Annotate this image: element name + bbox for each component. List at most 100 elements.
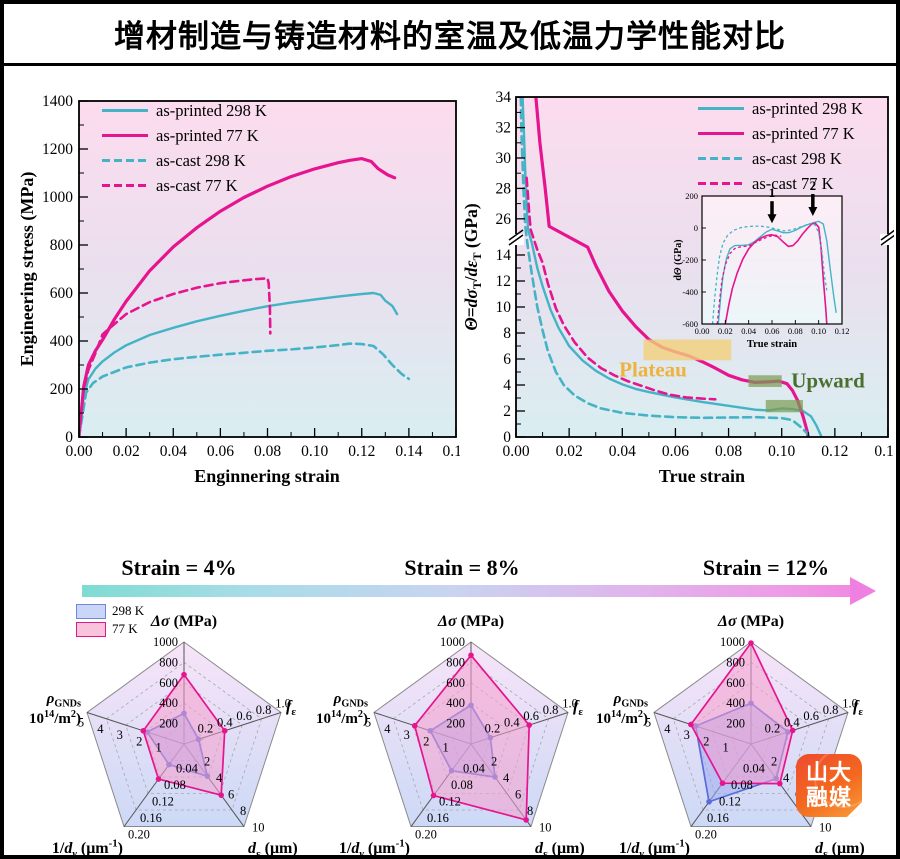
strain-hardening-chart: 0.000.020.040.060.080.100.120.1402468101… [464,89,895,486]
svg-text:2: 2 [503,403,511,420]
svg-text:0.02: 0.02 [718,326,733,336]
svg-text:ρGNDs: ρGNDs [46,691,81,710]
svg-text:800: 800 [50,237,74,254]
svg-text:1: 1 [722,741,728,755]
svg-text:6: 6 [515,788,521,802]
svg-text:400: 400 [446,696,465,710]
svg-text:1/dγ (μm-1): 1/dγ (μm-1) [619,838,690,859]
svg-text:8: 8 [503,325,511,342]
svg-text:1/dγ (μm-1): 1/dγ (μm-1) [52,838,123,859]
svg-text:-600: -600 [682,319,698,329]
svg-text:fε: fε [573,698,583,718]
svg-text:0.02: 0.02 [556,443,583,460]
engineering-stress-chart: 0.00 0.02 0.04 0.06 0.08 0.10 0.12 0.14 0.16 0 200… [17,93,460,486]
svg-text:600: 600 [726,676,745,690]
svg-text:3: 3 [684,728,690,742]
svg-text:True strain: True strain [747,339,797,350]
svg-text:600: 600 [159,676,178,690]
strain-gradient-arrowhead-icon [850,577,876,605]
svg-text:0.20: 0.20 [128,828,150,842]
svg-text:10: 10 [496,299,512,316]
svg-text:14: 14 [496,247,512,264]
legend-label: as-printed 77 K [752,123,855,143]
svg-text:0.16: 0.16 [442,443,460,460]
svg-text:1000: 1000 [153,635,178,649]
dashed-line-sample-icon [102,183,148,188]
svg-text:0.12: 0.12 [835,326,850,336]
svg-text:(×1014/m2): (×1014/m2) [29,709,81,727]
svg-text:0.12: 0.12 [348,443,375,460]
radar-series-77K [689,641,794,785]
svg-text:1000: 1000 [440,635,465,649]
svg-text:0.08: 0.08 [715,443,742,460]
svg-text:0.04: 0.04 [741,326,757,336]
stress-chart-legend: as-printed 298 K as-printed 77 K as-cast 2… [102,98,267,198]
plateau-annotation: Plateau [619,357,687,382]
svg-text:0.00: 0.00 [695,326,710,336]
legend-label: as-cast 298 K [752,148,842,168]
solid-line-sample-icon [698,106,744,111]
radar-series-77K [142,673,226,797]
svg-text:Θ=dσT/dεT (GPa): Θ=dσT/dεT (GPa) [464,203,484,330]
radar-legend-item-77k: 77 K [76,621,144,637]
legend-item-0: as-printed 298 K [102,98,267,123]
svg-text:0.06: 0.06 [207,443,234,460]
svg-text:8: 8 [527,804,533,818]
svg-text:ρGNDs: ρGNDs [613,691,648,710]
svg-text:2: 2 [703,734,709,748]
svg-text:1.0: 1.0 [562,696,578,710]
svg-text:800: 800 [726,655,745,669]
svg-text:32: 32 [496,120,512,137]
legend-label: as-cast 77 K [156,175,238,195]
svg-text:0.14: 0.14 [874,443,894,460]
svg-text:0.8: 0.8 [543,703,559,717]
svg-text:1.0: 1.0 [842,696,858,710]
radar-legend-label-77k: 77 K [112,621,138,636]
svg-text:4: 4 [97,722,104,736]
svg-text:fε: fε [853,698,863,718]
svg-text:0.2: 0.2 [198,722,214,736]
legend-item-1: as-printed 77 K [698,121,863,146]
solid-line-sample-icon [698,131,744,136]
svg-text:Engineering stress (MPa): Engineering stress (MPa) [17,172,38,367]
svg-text:4: 4 [503,377,511,394]
upward-annotation: Upward [791,368,865,393]
svg-text:30: 30 [496,150,512,167]
svg-text:0.16: 0.16 [707,811,729,825]
svg-text:0.04: 0.04 [609,443,636,460]
svg-text:600: 600 [446,676,465,690]
watermark-line1: 山大 [805,759,852,785]
svg-text:2: 2 [810,178,817,193]
svg-text:0.20: 0.20 [415,828,437,842]
svg-text:5: 5 [645,715,651,729]
svg-text:0.04: 0.04 [463,762,486,776]
legend-item-1: as-printed 77 K [102,123,267,148]
svg-text:1400: 1400 [42,93,73,110]
svg-text:400: 400 [50,333,74,350]
stress-series [79,157,411,437]
svg-text:1: 1 [155,741,161,755]
svg-text:0.10: 0.10 [301,443,328,460]
svg-text:-200: -200 [682,255,698,265]
hardening-axes: 0.000.020.040.060.080.100.120.1402468101… [496,89,895,460]
svg-text:dε (μm): dε (μm) [248,840,298,859]
title-bar: 增材制造与铸造材料的室温及低温力学性能对比 [4,4,896,66]
svg-text:0.10: 0.10 [768,443,795,460]
svg-text:3: 3 [404,728,410,742]
watermark-line2: 融媒 [805,784,852,810]
svg-text:0.02: 0.02 [113,443,140,460]
svg-text:0.04: 0.04 [176,762,199,776]
svg-text:2: 2 [423,734,429,748]
svg-text:True strain: True strain [659,466,745,486]
svg-text:0: 0 [65,429,73,446]
svg-text:1200: 1200 [42,141,73,158]
svg-text:8: 8 [240,804,246,818]
svg-text:0.04: 0.04 [743,762,766,776]
svg-text:(×1014/m2): (×1014/m2) [316,709,368,727]
svg-text:200: 200 [159,717,178,731]
svg-text:Δσ (MPa): Δσ (MPa) [717,613,784,630]
svg-text:2: 2 [771,755,777,769]
dashed-line-sample-icon [102,158,148,163]
svg-text:0.6: 0.6 [803,709,819,723]
